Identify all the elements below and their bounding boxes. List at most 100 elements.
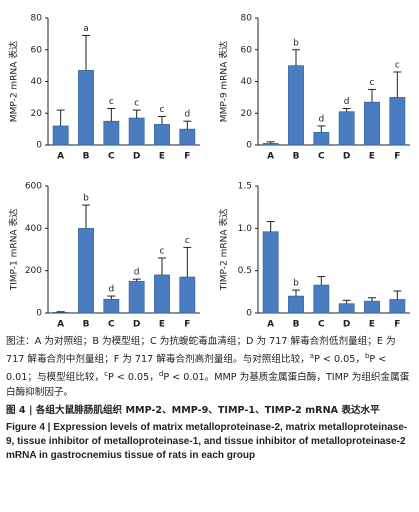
significance-letter: b: [83, 194, 89, 204]
caption: 图注：A 为对照组；B 为模型组；C 为抗蝮蛇毒血清组；D 为 717 解毒合剂…: [6, 334, 411, 466]
significance-letter: b: [293, 279, 299, 289]
note-part: P < 0.05，: [314, 354, 365, 366]
x-tick-label: A: [267, 152, 274, 162]
title-cn: 图 4 | 各组大鼠腓肠肌组织 MMP-2、MMP-9、TIMP-1、TIMP-…: [6, 405, 380, 417]
y-tick-label: 20: [31, 109, 43, 119]
bar: [128, 117, 145, 146]
note-part: P < 0.01；与模型组比较，: [6, 354, 387, 384]
y-axis-label: MMP-9 mRNA 表达: [218, 41, 230, 122]
significance-letter: d: [184, 110, 190, 120]
bar: [313, 284, 330, 314]
x-tick-label: B: [83, 152, 90, 162]
bar: [338, 111, 355, 146]
y-tick-label: 80: [31, 14, 43, 24]
bar: [128, 280, 145, 314]
bar: [389, 299, 406, 314]
x-tick-label: E: [369, 152, 375, 162]
y-tick-label: 600: [25, 182, 42, 192]
x-tick-label: D: [133, 320, 140, 330]
y-tick-label: 1.5: [238, 182, 252, 192]
x-tick-label: D: [343, 320, 350, 330]
bar: [52, 125, 69, 146]
y-tick-label: 0: [36, 141, 42, 151]
note-part: b: [364, 352, 370, 360]
bar: [288, 65, 304, 146]
significance-letter: d: [108, 285, 114, 295]
y-tick-label: 60: [31, 45, 43, 55]
note-part: P < 0.01。MMP 为基质金属蛋白酶，TIMP 为组织金属蛋白酶抑制因子。: [6, 372, 410, 399]
significance-letter: c: [370, 78, 375, 88]
y-tick-label: 20: [241, 109, 253, 119]
x-tick-label: B: [293, 152, 300, 162]
bar: [179, 276, 196, 314]
significance-letter: d: [134, 268, 140, 278]
significance-letter: d: [318, 114, 324, 124]
y-axis-label: TIMP-1 mRNA 表达: [8, 209, 20, 292]
significance-letter: b: [293, 38, 299, 48]
significance-letter: a: [83, 24, 89, 34]
x-tick-label: B: [83, 320, 90, 330]
note-part: c: [104, 370, 108, 379]
caption-note: 图注：A 为对照组；B 为模型组；C 为抗蝮蛇毒血清组；D 为 717 解毒合剂…: [6, 334, 411, 400]
y-tick-label: 60: [241, 45, 253, 55]
significance-letter: c: [134, 99, 139, 109]
y-tick-label: 0.5: [238, 266, 252, 276]
y-tick-label: 1.0: [238, 224, 253, 234]
x-tick-label: F: [184, 320, 190, 330]
note-part: d: [158, 370, 164, 379]
x-tick-label: A: [57, 152, 64, 162]
significance-letter: c: [160, 246, 165, 256]
significance-letter: d: [344, 97, 350, 107]
x-tick-label: C: [108, 320, 115, 330]
x-tick-label: A: [267, 320, 274, 330]
title-en: Figure 4 | Expression levels of matrix m…: [6, 422, 408, 462]
bar: [364, 101, 380, 146]
significance-letter: c: [109, 97, 114, 107]
x-tick-label: C: [318, 320, 325, 330]
y-tick-label: 40: [241, 77, 253, 87]
bar: [288, 295, 304, 314]
x-tick-label: E: [159, 320, 165, 330]
y-tick-label: 40: [31, 77, 43, 87]
bar: [78, 70, 94, 146]
significance-letter: c: [185, 236, 190, 246]
y-tick-label: 0: [36, 309, 42, 319]
y-tick-label: 200: [25, 266, 42, 276]
bar: [52, 312, 69, 314]
y-axis-label: TIMP-2 mRNA 表达: [218, 209, 230, 292]
bar: [364, 300, 380, 314]
bar: [179, 128, 196, 146]
note-part: P < 0.05，: [107, 372, 159, 384]
bar: [313, 132, 330, 146]
bar: [262, 231, 279, 314]
bar: [338, 303, 355, 314]
bar: [154, 274, 170, 314]
x-tick-label: F: [394, 152, 400, 162]
x-tick-label: F: [394, 320, 400, 330]
x-tick-label: E: [369, 320, 375, 330]
x-tick-label: C: [108, 152, 115, 162]
bar: [262, 143, 279, 146]
y-tick-label: 400: [25, 224, 42, 234]
x-tick-label: F: [184, 152, 190, 162]
bar: [154, 124, 170, 146]
note-part: 图注：A 为对照组；B 为模型组；C 为抗蝮蛇毒血清组；D 为 717 解毒合剂…: [6, 336, 396, 366]
significance-letter: c: [395, 60, 400, 70]
bar: [389, 97, 406, 146]
y-tick-label: 0: [246, 141, 252, 151]
x-tick-label: E: [159, 152, 165, 162]
y-axis-label: MMP-2 mRNA 表达: [8, 41, 20, 122]
x-tick-label: D: [133, 152, 140, 162]
significance-letter: c: [160, 105, 165, 115]
y-tick-label: 80: [241, 14, 253, 24]
x-tick-label: C: [318, 152, 325, 162]
charts: MMP-2 mRNA 表达 0 20 40 60 80 A Ba Cc Dc Ec Fd MMP-9 m…: [8, 14, 410, 330]
bar: [103, 120, 120, 146]
bar: [103, 298, 120, 314]
note-part: a: [309, 352, 315, 360]
x-tick-label: B: [293, 320, 300, 330]
x-tick-label: A: [57, 320, 64, 330]
y-tick-label: 0: [246, 309, 252, 319]
x-tick-label: D: [343, 152, 350, 162]
